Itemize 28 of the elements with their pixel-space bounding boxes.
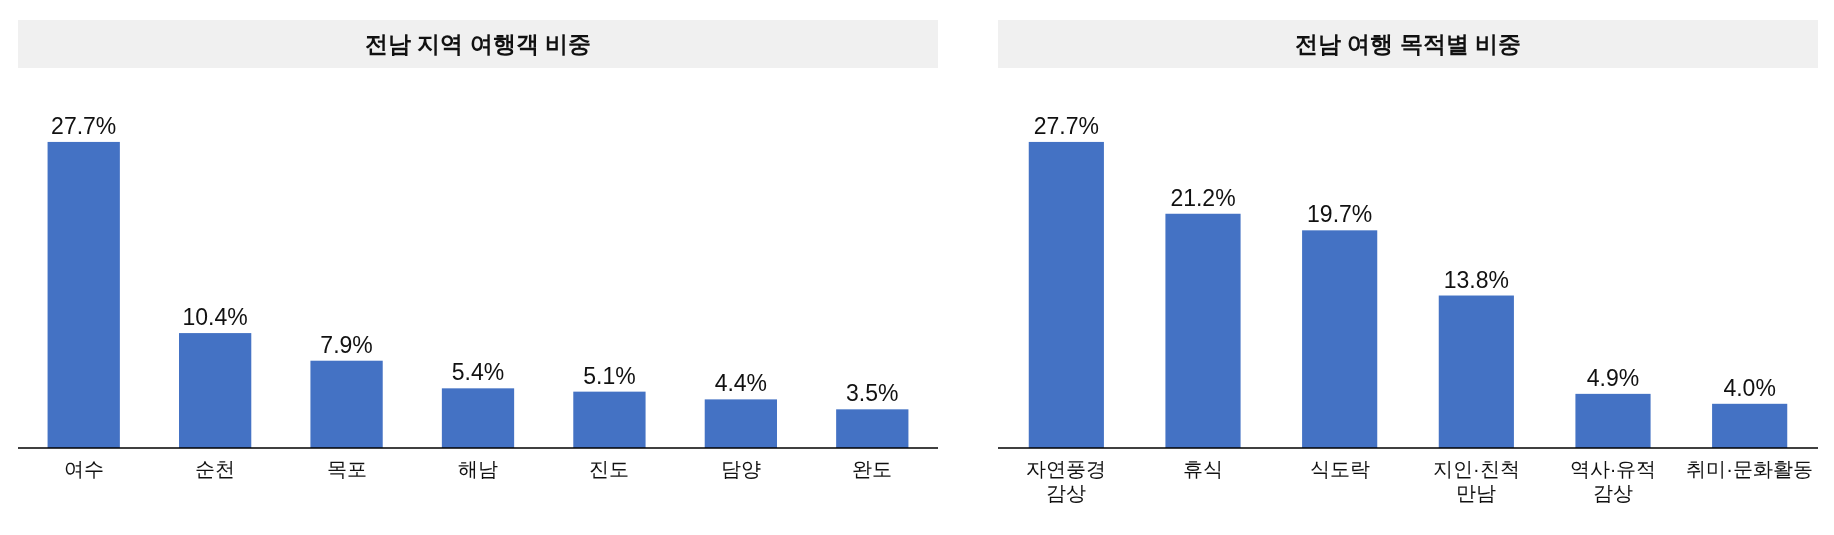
data-label: 27.7% [51, 112, 117, 139]
x-tick-label: 목포 [326, 458, 367, 480]
data-label: 4.4% [714, 370, 768, 397]
data-label: 13.8% [1443, 266, 1509, 293]
chart-title: 전남 여행 목적별 비중 [1294, 31, 1522, 57]
x-tick-label: 취미·문화활동 [1686, 458, 1813, 480]
x-tick-label: 담양 [720, 458, 761, 480]
x-tick-label: 지인·친척 만남 [1433, 458, 1520, 504]
data-label: 3.5% [846, 380, 899, 407]
data-label: 27.7% [1033, 112, 1099, 139]
x-tick-label: 여수 [63, 458, 104, 480]
x-tick-label: 완도 [852, 458, 893, 480]
data-label: 21.2% [1170, 184, 1236, 211]
x-tick-label: 해남 [458, 458, 498, 480]
data-label: 19.7% [1307, 201, 1373, 228]
data-label: 4.9% [1586, 364, 1640, 391]
data-label: 10.4% [182, 304, 248, 331]
data-label: 5.1% [583, 362, 636, 389]
x-tick-label: 자연풍경 감상 [1026, 458, 1107, 504]
x-tick-label: 진도 [589, 458, 630, 480]
data-label: 5.4% [451, 359, 505, 386]
chart-title: 전남 지역 여행객 비중 [364, 31, 592, 57]
x-tick-label: 식도락 [1309, 458, 1370, 480]
x-tick-label: 휴식 [1183, 458, 1223, 480]
data-label: 7.9% [320, 331, 373, 358]
x-tick-label: 역사·유적 감상 [1569, 458, 1657, 504]
data-label: 4.0% [1723, 374, 1776, 401]
x-tick-label: 순천 [195, 458, 236, 480]
